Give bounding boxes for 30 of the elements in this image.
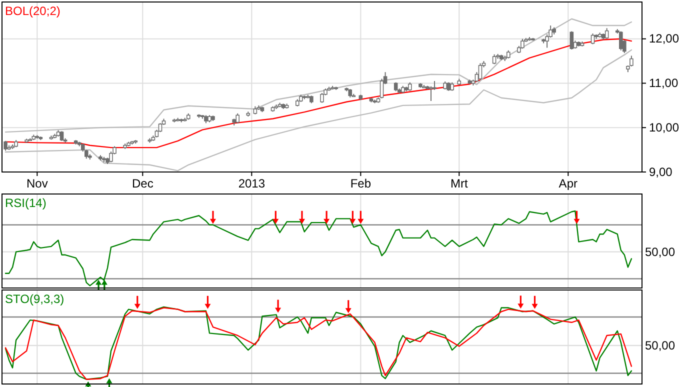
x-tick-label: 2013: [238, 176, 266, 191]
candlestick: [320, 92, 324, 104]
candlestick: [619, 30, 623, 51]
candlestick: [60, 130, 64, 142]
x-tick-label: Nov: [26, 176, 48, 191]
x-tick-label: Dec: [132, 176, 154, 191]
candlestick: [492, 54, 496, 65]
y-tick-label: 9,00: [649, 164, 673, 179]
text: 50,00: [645, 338, 676, 353]
text: 50,00: [645, 245, 676, 260]
x-tick-label: Apr: [558, 176, 578, 191]
x-tick-label: Mrt: [450, 176, 468, 191]
chart-title: RSI(14): [5, 196, 46, 210]
y-tick-label: 12,00: [649, 32, 680, 46]
line-series: [4, 38, 632, 148]
chart-title: STO(9,3,3): [5, 292, 64, 306]
candlestick: [570, 30, 574, 50]
candlestick: [4, 140, 8, 152]
line-series: [4, 49, 632, 172]
chart-title: BOL(20;2): [5, 4, 60, 18]
candlestick: [520, 38, 524, 50]
candlestick: [236, 112, 240, 124]
candlestick: [109, 151, 113, 163]
x-tick-label: Feb: [350, 176, 372, 191]
candlestick: [478, 62, 482, 80]
candlestick: [590, 33, 595, 45]
candlestick: [604, 28, 609, 40]
line-series: [4, 18, 632, 133]
y-tick-label: 11,00: [649, 76, 678, 90]
y-tick-label: 10,00: [649, 120, 680, 134]
